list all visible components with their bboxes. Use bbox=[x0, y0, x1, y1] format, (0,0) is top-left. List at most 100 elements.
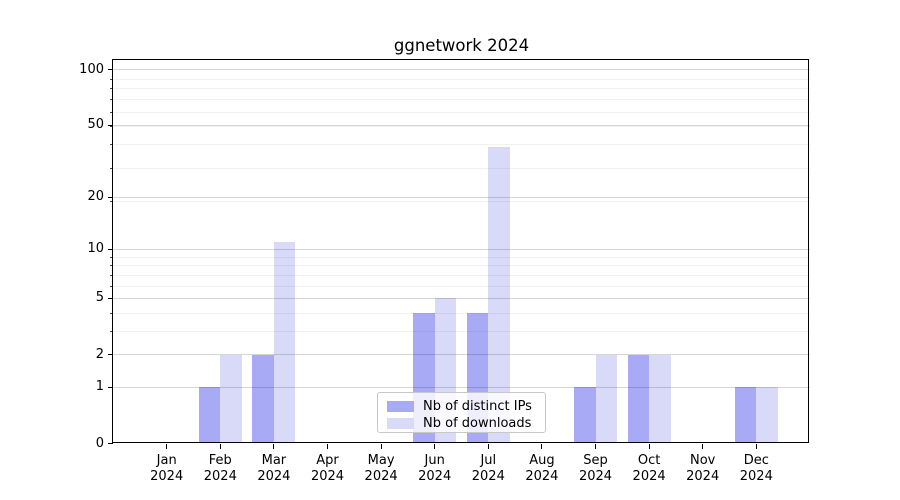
y-tick-1 bbox=[108, 386, 113, 388]
x-tick-label-apr: Apr 2024 bbox=[300, 453, 356, 484]
x-tick-label-year: 2024 bbox=[310, 468, 345, 484]
y-tick-10 bbox=[108, 248, 113, 250]
x-tick-label-jan: Jan 2024 bbox=[139, 453, 195, 484]
x-tick-mar bbox=[273, 444, 275, 449]
legend-label-distinct-ips: Nb of distinct IPs bbox=[423, 399, 532, 414]
y-tick-minor-8 bbox=[110, 265, 113, 267]
gridline-minor-79 bbox=[113, 88, 810, 90]
x-tick-label-year: 2024 bbox=[578, 468, 613, 484]
x-tick-label-year: 2024 bbox=[150, 468, 184, 484]
legend-label-downloads: Nb of downloads bbox=[423, 416, 532, 431]
bar-downloads-mar bbox=[273, 242, 296, 444]
y-tick-label-100: 100 bbox=[79, 61, 104, 77]
y-tick-20 bbox=[108, 196, 113, 198]
y-tick-50 bbox=[108, 124, 113, 126]
chart-title: ggnetwork 2024 bbox=[393, 36, 530, 55]
x-tick-label-year: 2024 bbox=[257, 468, 291, 484]
y-tick-5 bbox=[108, 297, 113, 299]
gridline-major-1 bbox=[113, 386, 810, 388]
gridline-major-50 bbox=[113, 124, 810, 126]
gridline-minor-19 bbox=[113, 200, 810, 202]
y-tick-minor-19 bbox=[110, 200, 113, 202]
x-tick-label-year: 2024 bbox=[203, 468, 237, 484]
y-tick-minor-49 bbox=[110, 126, 113, 128]
bar-downloads-sep bbox=[595, 354, 617, 444]
y-tick-label-20: 20 bbox=[87, 189, 104, 205]
x-tick-label-month: Dec bbox=[743, 453, 769, 468]
y-tick-2 bbox=[108, 354, 113, 356]
bar-downloads-oct bbox=[649, 354, 671, 444]
bar-distinct-ips-sep bbox=[574, 387, 596, 444]
x-tick-label-month: Nov bbox=[690, 453, 716, 468]
x-tick-label-month: Mar bbox=[261, 453, 287, 468]
x-tick-label-jun: Jun 2024 bbox=[407, 453, 463, 484]
bar-distinct-ips-dec bbox=[734, 387, 757, 444]
y-tick-minor-9 bbox=[110, 256, 113, 258]
y-tick-0 bbox=[108, 443, 113, 444]
y-tick-minor-69 bbox=[110, 99, 113, 101]
gridline-minor-3 bbox=[113, 330, 810, 332]
x-tick-label-may: May 2024 bbox=[353, 453, 409, 484]
gridline-minor-7 bbox=[113, 274, 810, 276]
bar-distinct-ips-mar bbox=[252, 354, 274, 444]
x-tick-label-feb: Feb 2024 bbox=[192, 453, 248, 484]
gridline-minor-4 bbox=[113, 312, 810, 314]
x-tick-label-year: 2024 bbox=[632, 468, 666, 484]
x-tick-sep bbox=[595, 444, 596, 449]
y-tick-minor-29 bbox=[110, 167, 113, 169]
x-tick-may bbox=[380, 444, 382, 449]
x-tick-jun bbox=[434, 444, 436, 449]
gridline-minor-6 bbox=[113, 285, 810, 287]
gridline-minor-59 bbox=[113, 111, 810, 113]
x-tick-label-month: May bbox=[367, 453, 395, 468]
gridline-major-100 bbox=[113, 69, 810, 71]
x-tick-nov bbox=[702, 444, 704, 449]
y-tick-minor-3 bbox=[110, 330, 113, 332]
x-tick-label-oct: Oct 2024 bbox=[621, 453, 677, 484]
y-tick-minor-6 bbox=[110, 285, 113, 287]
x-tick-label-month: Aug bbox=[529, 453, 555, 468]
y-tick-label-50: 50 bbox=[87, 117, 104, 133]
x-tick-oct bbox=[648, 444, 650, 449]
x-tick-label-mar: Mar 2024 bbox=[246, 453, 302, 484]
x-tick-label-month: Oct bbox=[637, 453, 661, 468]
gridline-major-2 bbox=[113, 354, 810, 356]
gridline-minor-49 bbox=[113, 126, 810, 128]
gridline-minor-29 bbox=[113, 167, 810, 169]
x-tick-label-year: 2024 bbox=[418, 468, 452, 484]
x-tick-dec bbox=[755, 444, 757, 449]
gridline-minor-9 bbox=[113, 256, 810, 258]
x-tick-label-nov: Nov 2024 bbox=[675, 453, 731, 484]
y-tick-minor-89 bbox=[110, 78, 113, 80]
bar-distinct-ips-oct bbox=[627, 354, 650, 444]
x-tick-jan bbox=[166, 444, 168, 449]
x-tick-aug bbox=[541, 444, 543, 449]
legend-swatch-distinct-ips bbox=[387, 401, 414, 412]
x-tick-label-year: 2024 bbox=[686, 468, 720, 484]
y-tick-minor-39 bbox=[110, 144, 113, 146]
y-tick-label-2: 2 bbox=[95, 346, 104, 362]
x-tick-label-sep: Sep 2024 bbox=[568, 453, 624, 484]
legend: Nb of distinct IPs Nb of downloads bbox=[377, 392, 546, 433]
x-tick-label-dec: Dec 2024 bbox=[728, 453, 784, 484]
x-tick-label-month: Jul bbox=[480, 453, 497, 468]
bar-distinct-ips-feb bbox=[198, 387, 221, 444]
x-tick-label-year: 2024 bbox=[525, 468, 559, 484]
x-tick-label-month: Apr bbox=[316, 453, 339, 468]
x-tick-feb bbox=[219, 444, 221, 449]
y-tick-label-1: 1 bbox=[95, 379, 104, 395]
gridline-minor-39 bbox=[113, 144, 810, 146]
gridline-minor-69 bbox=[113, 99, 810, 101]
y-tick-minor-59 bbox=[110, 111, 113, 113]
x-tick-label-month: Jun bbox=[424, 453, 445, 468]
plot-frame bbox=[112, 59, 809, 443]
gridline-minor-8 bbox=[113, 265, 810, 267]
x-tick-label-month: Sep bbox=[583, 453, 608, 468]
x-tick-label-jul: Jul 2024 bbox=[460, 453, 516, 484]
bar-downloads-dec bbox=[756, 387, 778, 444]
y-tick-minor-7 bbox=[110, 274, 113, 276]
gridline-major-10 bbox=[113, 248, 810, 250]
y-tick-label-10: 10 bbox=[87, 241, 104, 257]
legend-item-downloads: Nb of downloads bbox=[387, 416, 545, 431]
